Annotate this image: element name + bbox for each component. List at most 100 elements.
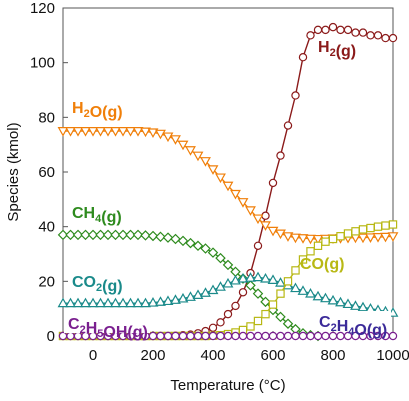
data-point [358,225,368,234]
data-point [222,277,234,288]
data-point [216,318,225,327]
data-point [155,231,166,243]
series-h2og [57,126,399,245]
data-point [365,233,376,243]
data-point [297,234,309,244]
series-label: H2(g) [318,39,356,60]
data-point [207,247,219,258]
data-point [290,282,301,293]
data-point [306,31,315,40]
data-point [186,331,195,341]
data-point [380,232,391,243]
x-tick-label: 600 [260,347,285,364]
data-point [252,288,264,299]
data-point [65,126,76,137]
data-point [291,91,300,100]
data-point [260,221,271,231]
data-point [156,331,165,341]
data-point [192,151,204,162]
data-point [298,53,308,62]
data-point [246,322,255,331]
data-point [276,289,285,298]
data-point [237,272,249,283]
data-point [177,292,189,303]
data-point [201,331,210,341]
label-backdrop [315,311,391,331]
y-tick-label: 120 [30,0,55,17]
data-point [261,309,270,319]
series-label: C2H4O(g) [319,314,387,339]
data-point [321,25,330,35]
data-point [110,126,121,137]
data-point [275,311,286,323]
data-point [260,296,271,308]
data-point [87,297,99,308]
data-point [140,230,151,241]
data-point [290,233,301,244]
data-point [253,241,263,250]
data-point [177,140,189,151]
data-point [207,284,219,295]
series-layer [57,22,399,342]
y-tick-label: 40 [38,219,55,236]
y-tick-label: 0 [47,328,55,345]
data-point [125,229,136,241]
data-point [336,25,345,35]
x-tick-label: 800 [320,347,345,364]
data-point [253,316,263,326]
data-point [223,309,233,319]
data-point [252,271,264,282]
data-point [72,126,84,137]
data-point [222,181,234,192]
data-point [80,297,91,308]
data-point [246,331,255,341]
x-tick-label: 400 [200,347,225,364]
data-point [261,211,270,220]
data-point [95,229,106,241]
data-point [245,206,256,216]
data-point [245,272,256,282]
data-point [110,297,121,308]
data-point [342,298,354,309]
x-axis-title: Temperature (°C) [170,377,285,394]
data-point [132,297,144,308]
data-point [328,22,338,32]
data-point [185,146,196,156]
data-point [57,229,69,241]
data-point [80,126,91,137]
data-point [373,222,383,231]
data-point [268,331,278,341]
data-point [102,126,114,137]
data-point [388,220,398,229]
data-point [170,135,181,145]
data-point [366,31,375,40]
data-point [336,232,345,241]
data-point [57,297,69,308]
data-point [268,300,278,309]
y-tick-label: 20 [38,273,55,290]
data-point [231,301,240,311]
data-point [216,331,225,341]
data-point [125,126,136,137]
data-point [381,221,390,230]
data-point [328,234,338,244]
data-point [95,126,106,137]
data-point [366,223,375,233]
data-point [215,252,226,264]
data-point [237,198,249,208]
data-point [358,28,368,37]
data-point [125,297,136,308]
data-point [283,121,293,130]
data-point [200,287,211,297]
data-point [267,274,279,284]
series-label: CO2(g) [72,274,123,295]
data-point [200,157,211,167]
data-point [231,331,240,341]
data-point [207,165,219,175]
axis-ticks: 0 200 400 600 800 1000 0 20 40 60 80 100 120 [30,0,409,364]
label-backdrop [64,313,150,333]
data-point [283,331,293,341]
data-point [95,297,106,308]
data-point [305,288,316,298]
y-tick-label: 80 [38,109,55,126]
